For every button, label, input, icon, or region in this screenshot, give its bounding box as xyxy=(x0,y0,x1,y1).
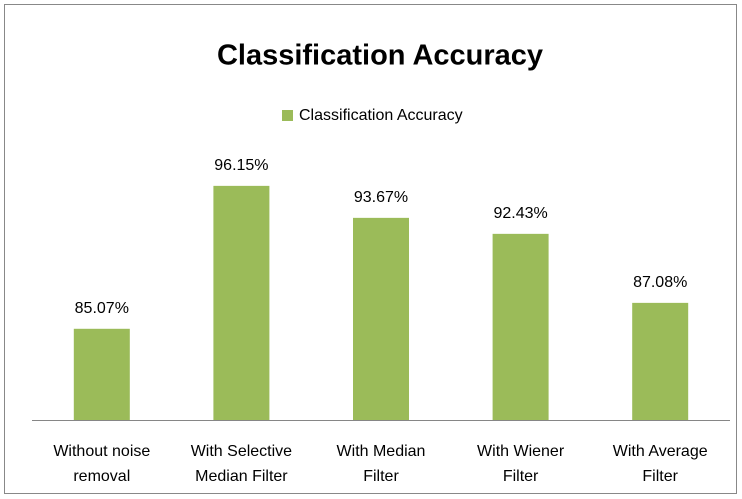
x-tick-label-line: removal xyxy=(73,468,130,485)
chart-title: Classification Accuracy xyxy=(217,40,543,72)
data-label: 96.15% xyxy=(214,157,268,174)
x-tick-label-line: With Median xyxy=(337,443,426,460)
x-tick-label-line: Median Filter xyxy=(195,468,288,485)
x-tick-label: Without noise removal xyxy=(53,443,150,485)
legend-label: Classification Accuracy xyxy=(299,107,463,124)
x-tick-label-line: Filter xyxy=(503,468,539,485)
legend-swatch xyxy=(282,110,293,121)
x-tick-label: With Selective Median Filter xyxy=(191,443,292,485)
x-tick-label: With Wiener Filter xyxy=(477,443,565,485)
bar xyxy=(213,185,270,420)
x-tick-label: With Median Filter xyxy=(337,443,426,485)
x-tick-label-line: Filter xyxy=(363,468,399,485)
data-label: 85.07% xyxy=(75,300,129,317)
x-tick-label-line: Without noise xyxy=(53,443,150,460)
data-label: 92.43% xyxy=(493,205,547,222)
bar xyxy=(632,302,689,420)
x-tick-label-line: Filter xyxy=(642,468,678,485)
data-label: 87.08% xyxy=(633,274,687,291)
bar xyxy=(73,328,130,420)
x-tick-label-line: With Average xyxy=(613,443,708,460)
x-tick-label-line: With Wiener xyxy=(477,443,565,460)
data-label: 93.67% xyxy=(354,189,408,206)
bar xyxy=(353,217,409,420)
x-tick-label: With Average Filter xyxy=(613,443,708,485)
x-tick-label-line: With Selective xyxy=(191,443,292,460)
bar xyxy=(492,233,549,420)
